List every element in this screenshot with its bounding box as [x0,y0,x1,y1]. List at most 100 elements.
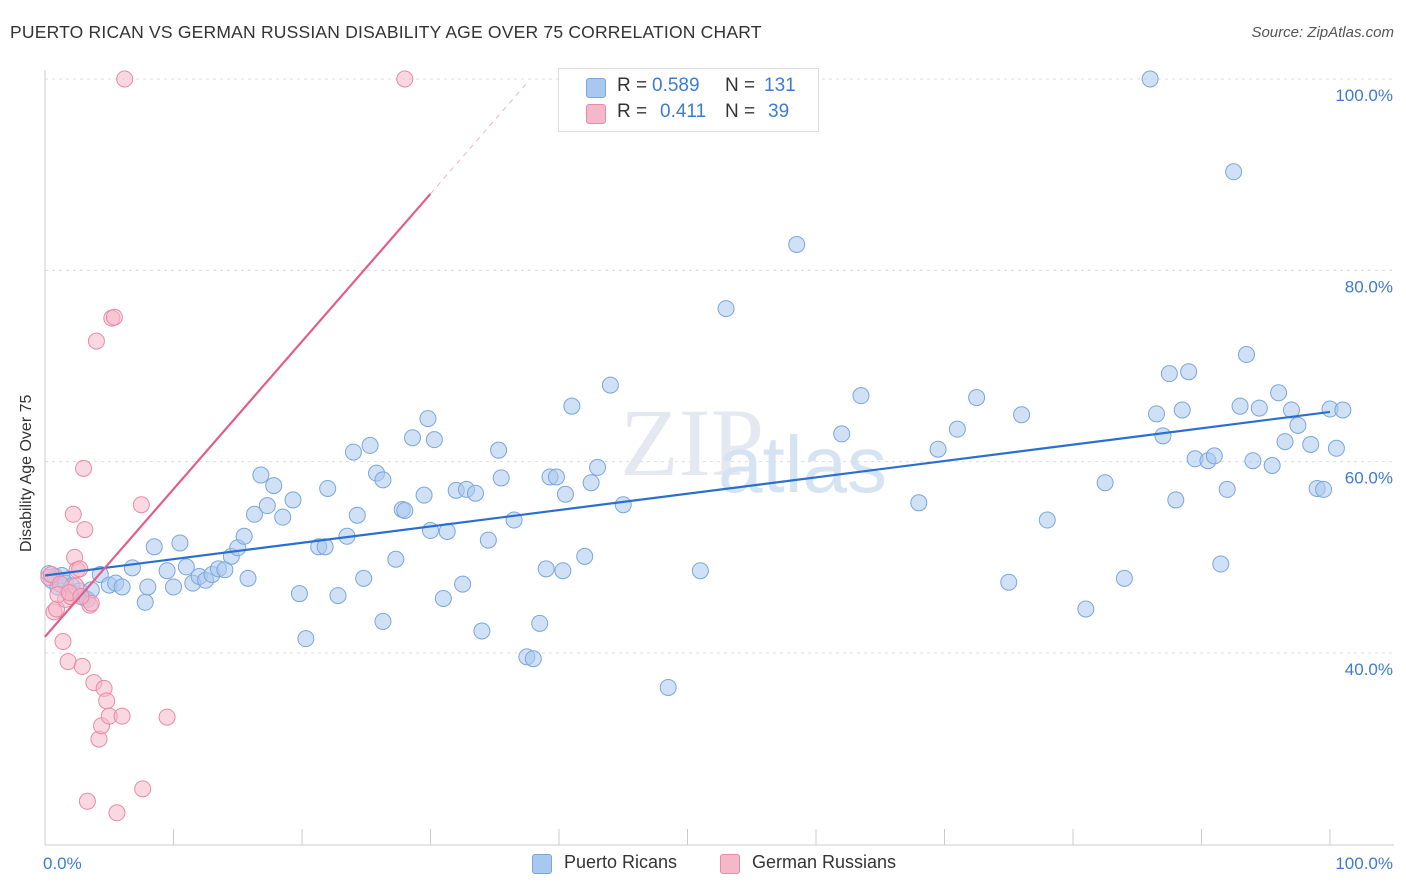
point-german-russians [132,496,150,514]
legend-r-value: 0.411 [660,101,707,122]
point-puerto-ricans [355,569,373,587]
legend-n-label: N = [725,75,756,96]
point-puerto-ricans [717,300,735,318]
point-german-russians [78,792,96,810]
trend-line-german-russians [44,193,432,638]
point-puerto-ricans [1115,569,1133,587]
point-puerto-ricans [1212,555,1230,573]
point-puerto-ricans [490,441,508,459]
point-puerto-ricans [136,593,154,611]
point-german-russians [54,633,72,651]
point-puerto-ricans [1302,435,1320,453]
point-puerto-ricans [1276,433,1294,451]
point-puerto-ricans [1289,416,1307,434]
point-puerto-ricans [1154,427,1172,445]
point-puerto-ricans [374,612,392,630]
point-puerto-ricans [479,531,497,549]
point-puerto-ricans [319,479,337,497]
legend-row-puerto-ricans: R = 0.589 N = 131 [559,75,818,101]
point-puerto-ricans [419,410,437,428]
point-puerto-ricans [1231,397,1249,415]
point-puerto-ricans [1180,363,1198,381]
point-puerto-ricans [833,425,851,443]
point-puerto-ricans [852,387,870,405]
trend-extension-german-russians [430,82,528,195]
point-puerto-ricans [524,650,542,668]
point-puerto-ricans [659,678,677,696]
point-puerto-ricans [348,506,366,524]
point-puerto-ricans [258,497,276,515]
point-german-russians [76,521,94,539]
point-puerto-ricans [1237,346,1255,364]
point-german-russians [134,780,152,798]
point-puerto-ricans [425,431,443,449]
bottom-legend-swatch-pink [720,854,740,874]
point-puerto-ricans [1038,511,1056,529]
series-puerto-ricans [40,70,1352,696]
point-german-russians [396,70,414,88]
point-puerto-ricans [537,560,555,578]
bottom-legend-label: Puerto Ricans [564,852,678,872]
legend: R = 0.589 N = 131 R = 0.411 N = 39 [558,68,819,132]
point-german-russians [73,657,91,675]
point-german-russians [158,708,176,726]
point-puerto-ricans [454,575,472,593]
legend-n-value: 39 [768,101,790,122]
point-puerto-ricans [1013,406,1031,424]
point-puerto-ricans [1218,480,1236,498]
point-puerto-ricans [466,484,484,502]
point-puerto-ricans [1244,452,1262,470]
point-puerto-ricans [1077,600,1095,618]
point-puerto-ricans [492,469,510,487]
point-puerto-ricans [387,550,405,568]
point-puerto-ricans [1282,401,1300,419]
x-tick-label: 0.0% [43,854,82,873]
watermark-zip: ZIP [620,389,764,496]
point-puerto-ricans [1263,456,1281,474]
point-puerto-ricans [948,420,966,438]
point-german-russians [98,692,116,710]
point-puerto-ricans [531,614,549,632]
point-puerto-ricans [589,458,607,476]
series-german-russians [40,70,414,822]
bottom-legend-label: German Russians [752,852,897,872]
source-label: Source: ZipAtlas.com [1251,24,1394,41]
legend-row-german-russians: R = 0.411 N = 39 [559,101,818,127]
point-german-russians [75,459,93,477]
point-puerto-ricans [171,534,189,552]
point-puerto-ricans [968,389,986,407]
point-puerto-ricans [1160,365,1178,383]
legend-swatch-blue [586,78,606,98]
legend-n-value: 131 [764,75,796,96]
point-puerto-ricans [547,468,565,486]
point-puerto-ricans [245,505,263,523]
point-puerto-ricans [396,501,414,519]
point-puerto-ricans [473,622,491,640]
point-puerto-ricans [1173,401,1191,419]
chart-title: PUERTO RICAN VS GERMAN RUSSIAN DISABILIT… [10,22,762,42]
axes [44,70,1394,846]
point-puerto-ricans [1096,474,1114,492]
point-puerto-ricans [177,558,195,576]
point-puerto-ricans [1141,70,1159,88]
point-puerto-ricans [404,429,422,447]
point-puerto-ricans [235,527,253,545]
point-german-russians [105,308,123,326]
point-german-russians [64,505,82,523]
legend-n-label: N = [725,101,756,122]
point-puerto-ricans [563,397,581,415]
point-german-russians [108,804,126,822]
point-german-russians [87,332,105,350]
point-puerto-ricans [556,485,574,503]
point-puerto-ricans [165,578,182,596]
legend-r-value: 0.589 [652,75,700,96]
point-puerto-ricans [1167,491,1185,509]
tick-labels: 40.0% 60.0% 80.0% 100.0% 0.0% 100.0% [43,86,1393,873]
point-puerto-ricans [1327,439,1345,457]
point-puerto-ricans [1225,163,1243,181]
point-german-russians [113,707,131,725]
point-puerto-ricans [297,630,315,648]
point-german-russians [71,560,89,578]
trend-line-puerto-ricans [44,410,1331,577]
